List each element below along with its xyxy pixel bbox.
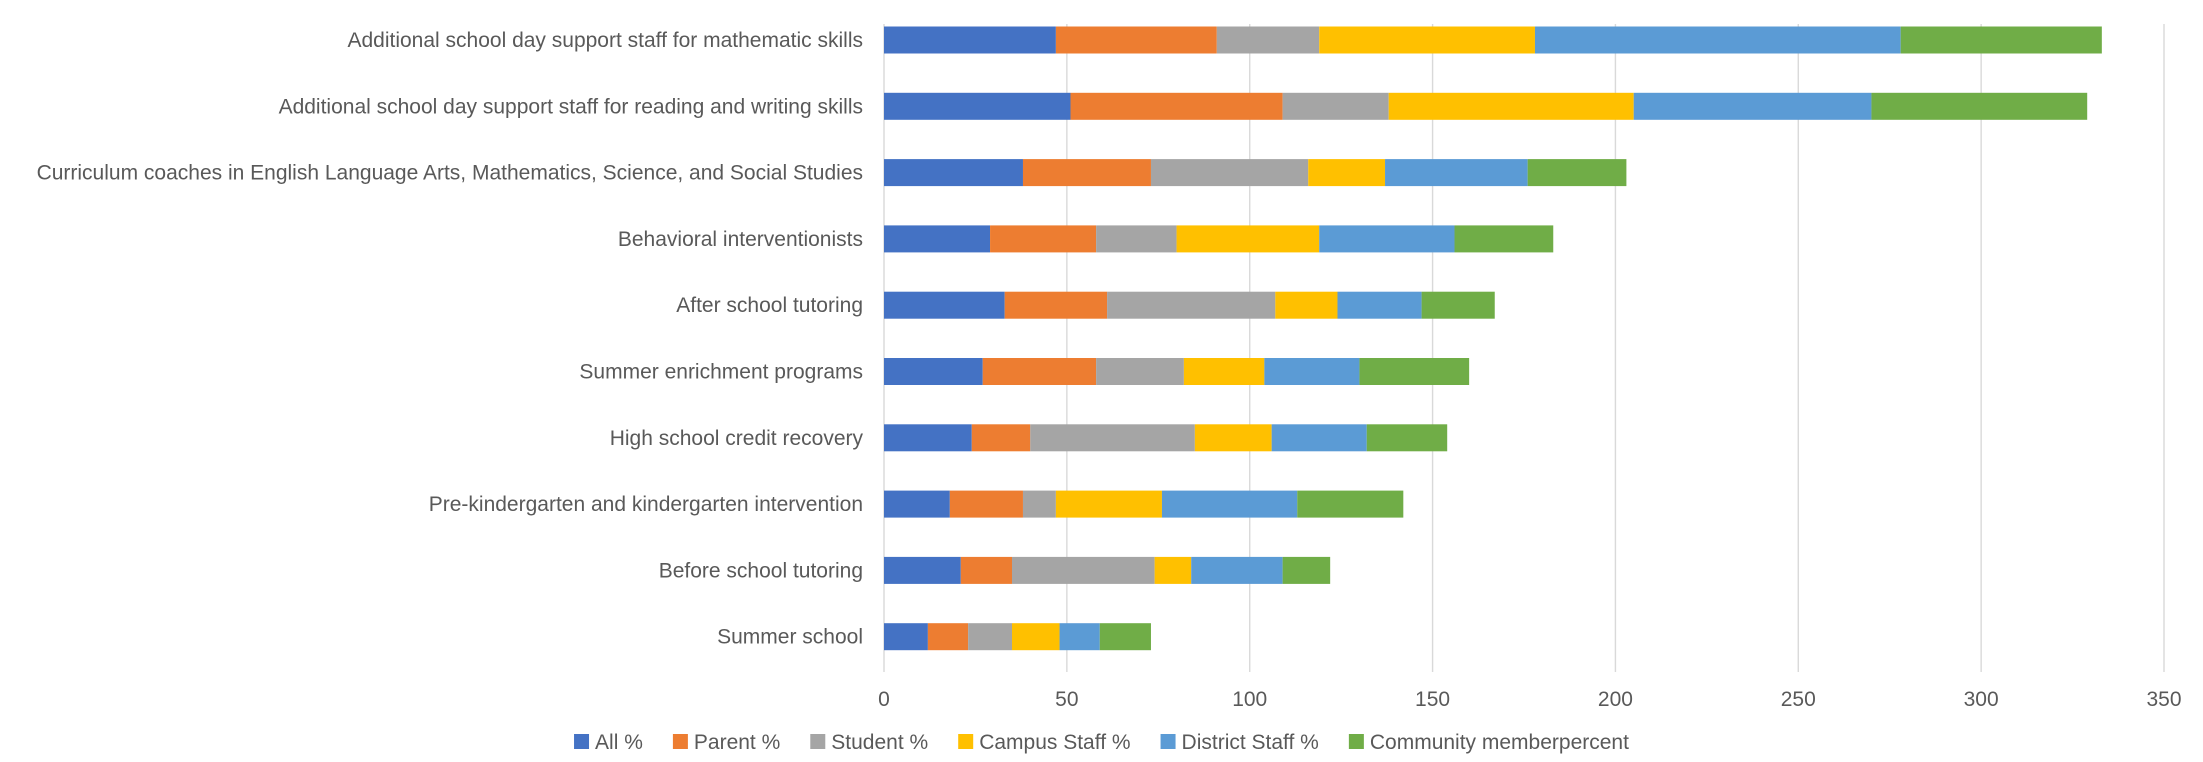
x-tick-label: 100	[1232, 688, 1267, 711]
bar-segment	[1161, 490, 1298, 518]
legend-label: Campus Staff %	[979, 731, 1130, 754]
bar-segment	[949, 490, 1023, 518]
legend-swatch	[672, 734, 688, 749]
bar-segment	[1176, 225, 1320, 253]
legend-swatch	[810, 734, 826, 749]
bar-segment	[1022, 490, 1056, 518]
x-tick-label: 300	[1964, 688, 1999, 711]
x-tick-label: 350	[2146, 688, 2181, 711]
bar-segment	[1022, 159, 1151, 187]
x-axis-ticks: 0 50 100 150 200 250 300 350	[878, 688, 2181, 711]
bar-segment	[1282, 556, 1331, 584]
legend-label: All %	[595, 731, 643, 754]
bar-segment	[884, 424, 972, 452]
legend-label: Student %	[831, 731, 928, 754]
bar-segment	[1183, 358, 1265, 385]
legend-swatch	[574, 734, 590, 749]
x-tick-label: 200	[1598, 688, 1633, 711]
bar-segment	[1271, 424, 1367, 452]
bar-segment	[1421, 291, 1495, 319]
bar-segment	[1297, 490, 1404, 518]
bar-segment	[927, 623, 969, 651]
bar-segment	[1366, 424, 1448, 452]
bar-segment	[971, 424, 1031, 452]
category-label: High school credit recovery	[610, 427, 864, 450]
x-tick-label: 0	[878, 688, 890, 711]
gridlines	[883, 24, 2165, 672]
category-label: Summer school	[717, 626, 863, 649]
bar-segment	[1388, 92, 1634, 120]
bar-segment	[1099, 623, 1151, 651]
bar-segment	[1385, 159, 1528, 187]
bar-segment	[1070, 92, 1283, 120]
category-label: Behavioral interventionists	[618, 228, 863, 251]
bar-segment	[1150, 159, 1309, 187]
x-tick-label: 250	[1781, 688, 1816, 711]
category-labels: Additional school day support staff for …	[37, 29, 864, 649]
x-tick-label: 50	[1055, 688, 1078, 711]
bar-segment	[884, 291, 1005, 319]
bar-segment	[1004, 291, 1108, 319]
bar-segment	[960, 556, 1012, 584]
category-label: Curriculum coaches in English Language A…	[37, 162, 863, 185]
bar-segment	[982, 358, 1097, 385]
bar-segment	[884, 623, 928, 651]
legend-label: District Staff %	[1182, 731, 1319, 754]
bar-segment	[1319, 26, 1535, 54]
bar-segment	[1282, 92, 1389, 120]
bar-segment	[1191, 556, 1283, 584]
bar-segment	[1275, 291, 1338, 319]
bar-segment	[1871, 92, 2088, 120]
legend-swatch	[1160, 734, 1176, 749]
x-tick-label: 150	[1415, 688, 1450, 711]
bars	[884, 26, 2102, 651]
bar-segment	[1107, 291, 1276, 319]
bar-segment	[1454, 225, 1554, 253]
bar-segment	[1900, 26, 2102, 54]
legend: All % Parent % Student % Campus Staff % Dist…	[574, 731, 1629, 754]
bar-segment	[1337, 291, 1422, 319]
category-label: After school tutoring	[676, 294, 863, 317]
bar-segment	[1055, 26, 1217, 54]
bar-segment	[1030, 424, 1195, 452]
bar-segment	[1055, 490, 1162, 518]
bar-segment	[884, 490, 950, 518]
legend-label: Parent %	[694, 731, 780, 754]
bar-segment	[1264, 358, 1360, 385]
bar-segment	[884, 26, 1056, 54]
category-label: Pre-kindergarten and kindergarten interv…	[429, 493, 863, 516]
bar-segment	[1308, 159, 1386, 187]
bar-segment	[968, 623, 1012, 651]
bar-segment	[1154, 556, 1192, 584]
bar-segment	[884, 159, 1023, 187]
bar-segment	[1059, 623, 1100, 651]
bar-segment	[884, 556, 961, 584]
bar-segment	[1194, 424, 1272, 452]
bar-segment	[1633, 92, 1872, 120]
bar-segment	[884, 358, 983, 385]
bar-segment	[1359, 358, 1470, 385]
bar-segment	[1096, 358, 1184, 385]
bar-segment	[884, 225, 991, 253]
legend-swatch	[1348, 734, 1364, 749]
bar-segment	[1534, 26, 1901, 54]
bar-segment	[1096, 225, 1177, 253]
legend-label: Community memberpercent	[1370, 731, 1629, 754]
bar-segment	[1319, 225, 1455, 253]
bar-segment	[1012, 556, 1155, 584]
category-label: Before school tutoring	[659, 559, 863, 582]
category-label: Additional school day support staff for …	[279, 95, 863, 118]
category-label: Additional school day support staff for …	[347, 29, 863, 52]
category-label: Summer enrichment programs	[579, 361, 863, 384]
bar-segment	[884, 92, 1071, 120]
bar-segment	[990, 225, 1097, 253]
bar-segment	[1216, 26, 1320, 54]
legend-swatch	[958, 734, 974, 749]
bar-segment	[1012, 623, 1060, 651]
bar-segment	[1527, 159, 1627, 187]
